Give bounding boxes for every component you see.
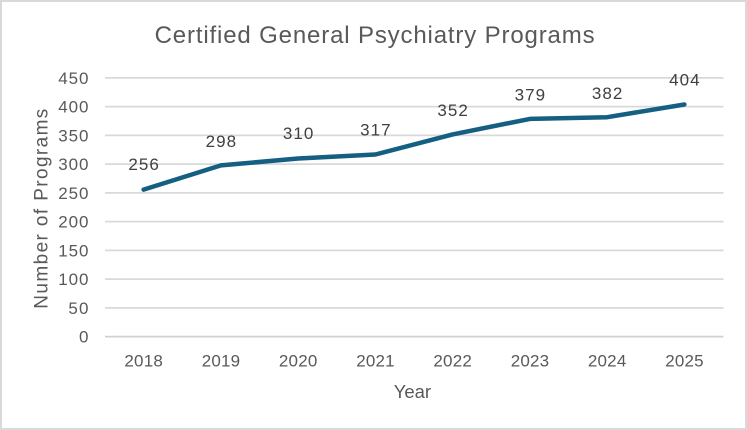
svg-text:2022: 2022 [433, 352, 471, 371]
svg-text:100: 100 [58, 270, 88, 289]
svg-text:0: 0 [79, 328, 88, 347]
svg-text:300: 300 [58, 155, 88, 174]
svg-text:352: 352 [437, 101, 468, 120]
svg-text:2023: 2023 [511, 352, 549, 371]
svg-text:404: 404 [669, 70, 700, 89]
svg-text:256: 256 [128, 155, 159, 174]
svg-text:450: 450 [58, 69, 88, 88]
svg-text:2025: 2025 [665, 352, 703, 371]
svg-text:2018: 2018 [124, 352, 162, 371]
svg-text:50: 50 [68, 299, 88, 318]
svg-text:2020: 2020 [279, 352, 317, 371]
svg-text:379: 379 [515, 86, 546, 105]
svg-text:310: 310 [283, 124, 314, 143]
svg-text:250: 250 [58, 184, 88, 203]
svg-text:2021: 2021 [356, 352, 394, 371]
svg-text:Certified General Psychiatry P: Certified General Psychiatry Programs [155, 22, 595, 49]
svg-text:298: 298 [206, 132, 237, 151]
svg-text:200: 200 [58, 213, 88, 232]
svg-text:2024: 2024 [588, 352, 626, 371]
svg-text:350: 350 [58, 126, 88, 145]
svg-text:382: 382 [592, 84, 623, 103]
svg-text:Year: Year [394, 381, 431, 402]
svg-text:2019: 2019 [202, 352, 240, 371]
svg-text:150: 150 [58, 241, 88, 260]
svg-text:400: 400 [58, 98, 88, 117]
svg-text:317: 317 [360, 120, 391, 139]
